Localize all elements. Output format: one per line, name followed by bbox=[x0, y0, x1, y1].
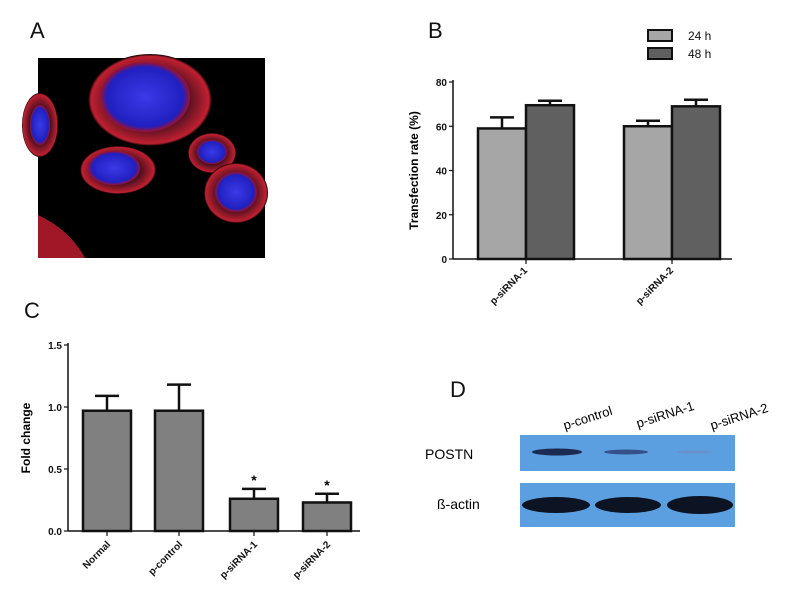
blot-lane-label: p-control bbox=[561, 403, 614, 433]
y-tick-label: 1.0 bbox=[48, 403, 62, 414]
y-tick-label: 1.5 bbox=[48, 341, 62, 352]
bar bbox=[301, 501, 353, 533]
x-tick-label: p-siRNA-1 bbox=[218, 539, 260, 581]
y-tick-label: 0.0 bbox=[48, 527, 62, 538]
panel-label-c: C bbox=[24, 298, 40, 323]
blot-band bbox=[667, 496, 733, 514]
chart-b: 0 20 40 60 80 Transfection rate (%) p-siRNA-1 p… bbox=[407, 29, 732, 307]
legend-swatch bbox=[647, 47, 673, 60]
y-axis-label: Fold change bbox=[19, 402, 33, 473]
blot-row-label: POSTN bbox=[425, 446, 473, 462]
blot-band bbox=[676, 450, 712, 454]
panel-label-b: B bbox=[428, 18, 443, 43]
microscopy-image bbox=[22, 54, 268, 258]
x-tick-label: p-siRNA-2 bbox=[634, 265, 676, 307]
bar bbox=[228, 497, 280, 533]
y-tick-label: 60 bbox=[436, 122, 448, 133]
y-tick-label: 0 bbox=[441, 255, 447, 266]
western-blot: p-control p-siRNA-1 p-siRNA-2 POSTN ß-ac… bbox=[425, 398, 770, 527]
x-tick-label: p-control bbox=[147, 539, 186, 578]
bar bbox=[622, 125, 674, 261]
blot-lane-label: p-siRNA-2 bbox=[708, 400, 770, 433]
y-tick-label: 40 bbox=[436, 167, 448, 178]
panel-label-a: A bbox=[30, 18, 45, 43]
legend-label: 48 h bbox=[688, 47, 711, 61]
blot-band bbox=[532, 448, 582, 456]
y-tick-label: 20 bbox=[436, 211, 448, 222]
blot-band bbox=[604, 449, 648, 455]
x-tick-label: Normal bbox=[81, 539, 113, 571]
x-tick-label: p-siRNA-1 bbox=[488, 265, 530, 307]
chart-c: 0.0 0.5 1.0 1.5 Fold change Normal p-control * p… bbox=[19, 341, 360, 581]
bar bbox=[524, 103, 576, 261]
significance-marker: * bbox=[251, 472, 257, 488]
bar bbox=[476, 127, 528, 261]
blot-band bbox=[522, 497, 590, 513]
blot-row-label: ß-actin bbox=[437, 496, 480, 512]
x-tick-label: p-siRNA-2 bbox=[291, 539, 333, 581]
y-tick-label: 0.5 bbox=[48, 465, 62, 476]
y-axis-label: Transfection rate (%) bbox=[407, 111, 421, 230]
y-tick-label: 80 bbox=[436, 78, 448, 89]
legend-label: 24 h bbox=[688, 29, 711, 43]
panel-label-d: D bbox=[450, 377, 466, 402]
legend-swatch bbox=[647, 29, 673, 42]
bar bbox=[153, 409, 205, 533]
blot-lane-label: p-siRNA-1 bbox=[634, 398, 696, 431]
bar bbox=[81, 409, 133, 533]
significance-marker: * bbox=[324, 477, 330, 493]
blot-band bbox=[595, 497, 661, 513]
bar bbox=[670, 105, 722, 261]
